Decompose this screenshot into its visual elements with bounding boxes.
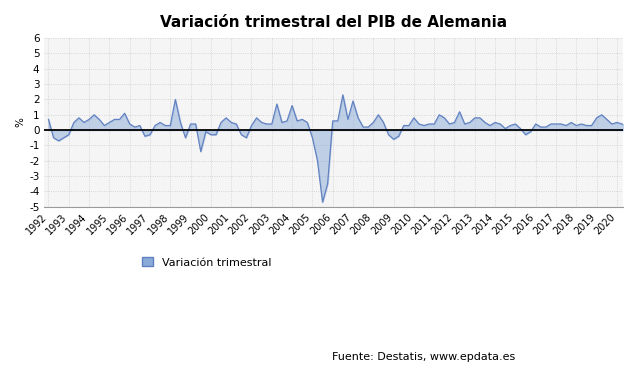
Title: Variación trimestral del PIB de Alemania: Variación trimestral del PIB de Alemania bbox=[160, 15, 507, 30]
Legend: Variación trimestral: Variación trimestral bbox=[137, 253, 276, 272]
Text: Fuente: Destatis, www.epdata.es: Fuente: Destatis, www.epdata.es bbox=[332, 352, 515, 362]
Y-axis label: %: % bbox=[15, 117, 25, 128]
